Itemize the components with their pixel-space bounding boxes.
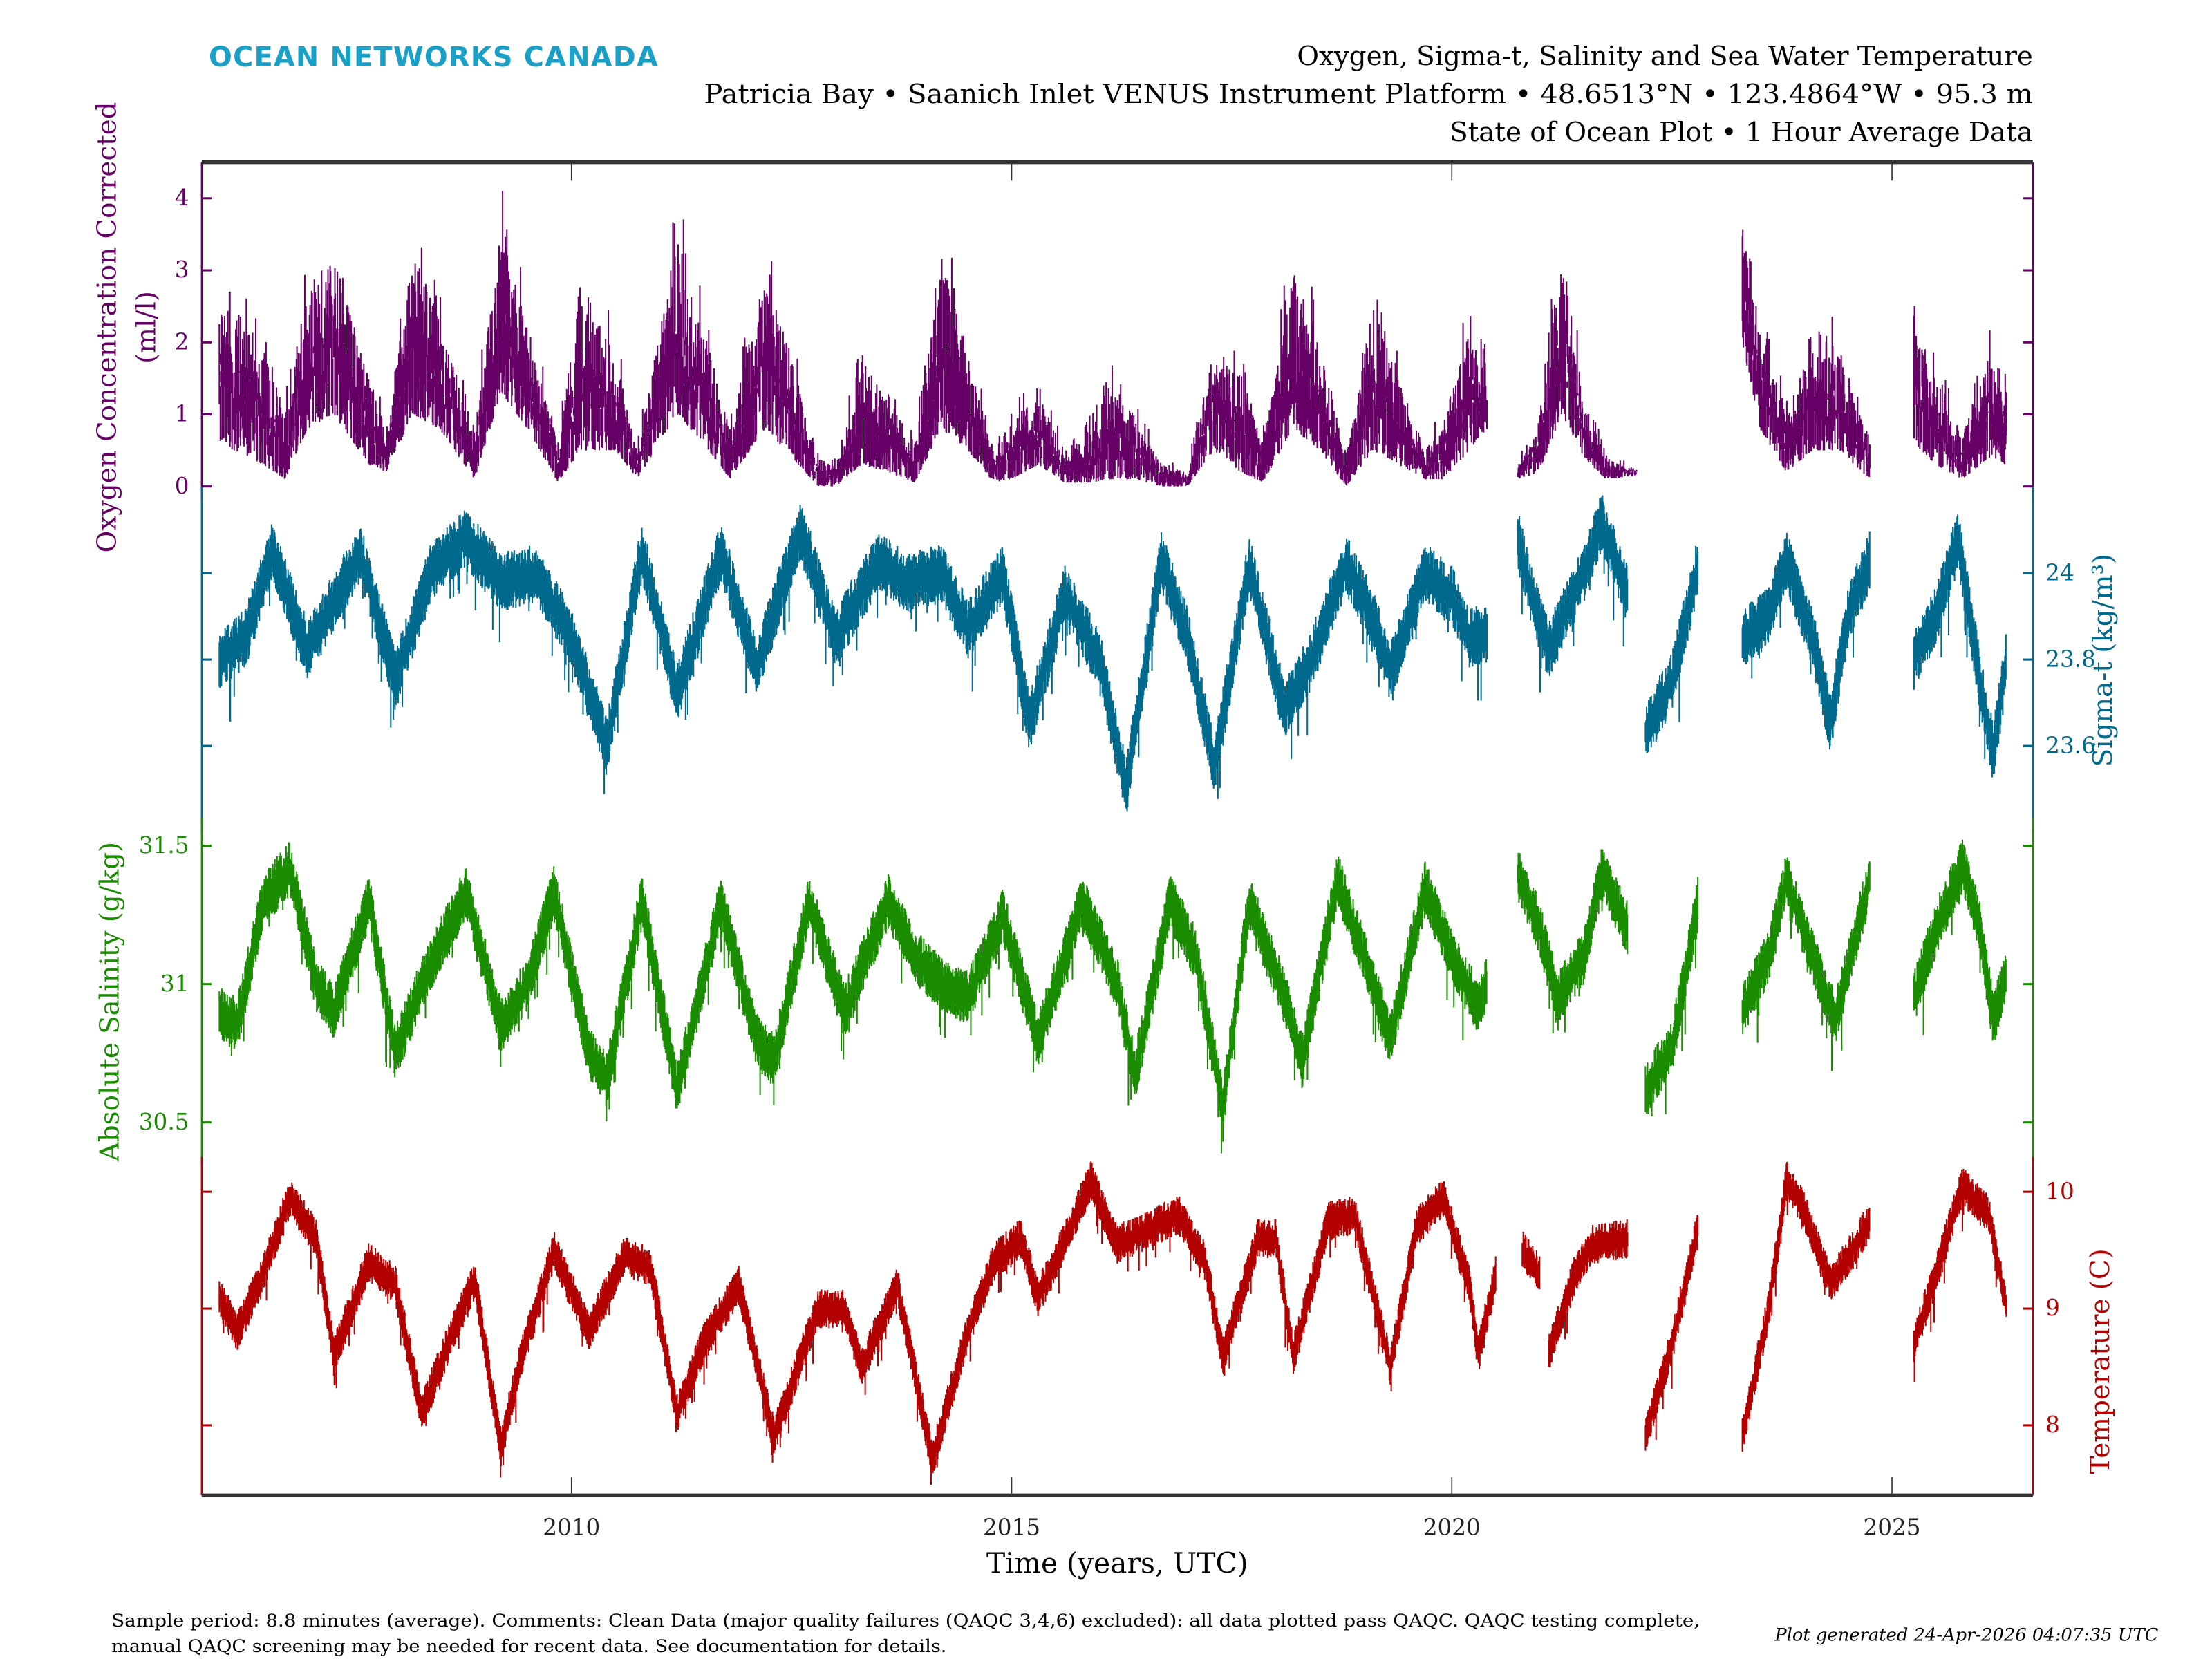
salinity-tick-label: 30.5	[139, 1109, 189, 1135]
temperature-tick-label: 10	[2045, 1178, 2074, 1204]
title-line-2: Patricia Bay • Saanich Inlet VENUS Instr…	[704, 79, 2032, 110]
salinity-series-trace	[218, 839, 2007, 1154]
oxygen-series-trace	[218, 191, 2007, 487]
oxygen-tick-label: 0	[175, 473, 189, 499]
x-tick-label: 2010	[543, 1514, 600, 1540]
sigma-tick-label: 23.8	[2045, 646, 2096, 672]
oxygen-tick-label: 2	[175, 328, 189, 355]
x-axis-label: Time (years, UTC)	[986, 1547, 1248, 1580]
footer-comment-line-1: Sample period: 8.8 minutes (average). Co…	[111, 1611, 1700, 1631]
plot-generated-timestamp: Plot generated 24-Apr-2026 04:07:35 UTC	[1774, 1624, 2159, 1645]
oxygen-axis-label: Oxygen Concentration Corrected	[91, 102, 122, 552]
oxygen-tick-label: 4	[175, 185, 189, 211]
sigma-axis-label: Sigma-t (kg/m³)	[2088, 554, 2119, 767]
sigma-tick-label: 24	[2045, 559, 2074, 585]
salinity-tick-label: 31	[160, 971, 189, 997]
footer-comment-line-2: manual QAQC screening may be needed for …	[111, 1636, 946, 1657]
logo: OCEAN NETWORKS CANADA	[209, 41, 659, 73]
salinity-axis-label: Absolute Salinity (g/kg)	[94, 842, 125, 1162]
oxygen-axis-unit-label: (ml/l)	[131, 291, 162, 364]
salinity-tick-label: 31.5	[139, 832, 189, 859]
temperature-axis-label: Temperature (C)	[2085, 1248, 2116, 1474]
x-tick-label: 2025	[1864, 1514, 1921, 1540]
oxygen-tick-label: 1	[175, 401, 189, 427]
temperature-tick-label: 9	[2045, 1295, 2060, 1321]
temperature-series-trace	[218, 1161, 2007, 1485]
x-tick-label: 2020	[1423, 1514, 1481, 1540]
oxygen-tick-label: 3	[175, 256, 189, 283]
plot-area: 0 1 2 3 4 Oxygen Concentration Corrected (ml/l…	[91, 102, 2119, 1540]
sigma-tick-label: 23.6	[2045, 732, 2096, 758]
sigma-series-trace	[218, 495, 2007, 812]
title-line-1: Oxygen, Sigma-t, Salinity and Sea Water …	[1297, 41, 2033, 72]
title-line-3: State of Ocean Plot • 1 Hour Average Dat…	[1450, 117, 2033, 148]
x-tick-label: 2015	[983, 1514, 1040, 1540]
temperature-tick-label: 8	[2045, 1412, 2060, 1438]
